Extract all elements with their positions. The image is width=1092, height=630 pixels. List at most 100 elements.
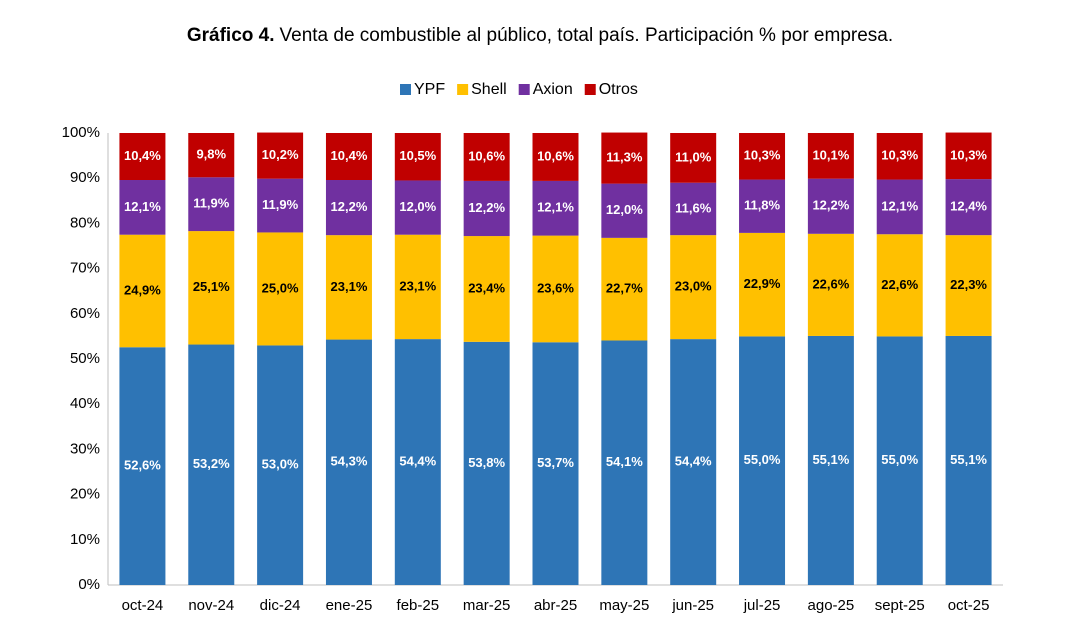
bar-segment [257,232,304,346]
x-tick-label: nov-24 [188,597,234,614]
value-label: 23,6% [537,280,574,295]
value-label: 22,7% [606,281,643,296]
legend-swatch [518,84,530,95]
bar-segment [325,133,372,181]
value-label: 11,9% [262,197,299,212]
bar-segment [876,234,923,337]
bar-segment [876,336,923,585]
x-tick-label: sept-25 [875,597,925,614]
x-tick-label: ene-25 [326,597,373,614]
value-label: 10,4% [124,148,161,163]
value-label: 53,2% [193,456,230,471]
value-label: 53,0% [262,457,299,472]
bar-segment [601,132,648,184]
value-label: 22,3% [950,277,987,292]
bar-segment [119,347,166,585]
bar-segment [601,340,648,585]
bar-segment [119,133,166,181]
chart-title: Gráfico 4. Venta de combustible al públic… [187,25,893,46]
bar-segment [670,182,717,236]
value-label: 22,9% [744,276,781,291]
value-label: 12,2% [812,198,849,213]
bar-segment [463,341,510,585]
value-label: 24,9% [124,282,161,297]
value-label: 12,1% [124,199,161,214]
value-label: 10,4% [331,148,368,163]
value-label: 11,9% [193,196,230,211]
value-label: 10,6% [537,148,574,163]
value-label: 10,3% [950,147,987,162]
legend-label: YPF [414,81,445,98]
value-label: 10,3% [744,148,781,163]
bar-segment [394,180,441,235]
bar-segment [394,234,441,340]
value-label: 54,4% [399,453,436,468]
y-tick-label: 30% [70,440,100,457]
legend-label: Axion [533,81,573,98]
value-label: 23,1% [331,279,368,294]
value-label: 54,3% [331,454,368,469]
bar-segment [532,133,579,181]
legend-label: Shell [471,81,507,98]
x-tick-label: feb-25 [397,597,440,614]
bar-segment [670,339,717,585]
value-label: 10,5% [399,148,436,163]
bar-segment [463,236,510,342]
bar-segment [876,179,923,235]
value-label: 55,1% [812,452,849,467]
value-label: 53,8% [468,455,505,470]
x-tick-label: jun-25 [671,597,714,614]
y-tick-label: 40% [70,395,100,412]
x-tick-label: ago-25 [808,597,855,614]
title-label: Gráfico 4. [187,25,275,46]
value-label: 11,0% [675,149,712,164]
value-label: 55,0% [744,452,781,467]
bar-segment [257,345,304,585]
value-label: 11,8% [744,198,781,213]
value-label: 12,0% [606,202,643,217]
bar-segment [394,339,441,585]
x-tick-label: dic-24 [260,597,301,614]
value-label: 11,3% [606,150,643,165]
y-tick-label: 10% [70,531,100,548]
bar-segment [945,179,992,236]
x-tick-label: may-25 [599,597,649,614]
y-tick-label: 20% [70,486,100,503]
bar-segment [601,183,648,238]
bar-segment [807,233,854,336]
bar-segment [945,235,992,336]
value-label: 25,0% [262,280,299,295]
y-tick-label: 100% [62,124,100,141]
x-tick-label: abr-25 [534,597,577,614]
value-label: 55,1% [950,452,987,467]
value-label: 12,2% [468,200,505,215]
value-label: 9,8% [196,147,226,162]
bar-segment [188,344,235,585]
bar-segment [807,335,854,585]
bar-segment [739,336,786,585]
y-tick-label: 60% [70,305,100,322]
value-label: 22,6% [881,277,918,292]
legend-swatch [584,84,596,95]
value-label: 12,1% [537,200,574,215]
legend-swatch [457,84,469,95]
value-label: 10,3% [881,148,918,163]
bar-segment [739,232,786,337]
bar-segment [325,235,372,340]
bar-segment [739,179,786,233]
y-tick-label: 0% [78,576,100,593]
value-label: 10,2% [262,147,299,162]
value-label: 10,6% [468,148,505,163]
x-tick-label: mar-25 [463,597,511,614]
bar-segment [532,342,579,585]
bar-segment [532,180,579,236]
bar-segment [601,237,648,341]
bar-segment [739,133,786,180]
bar-segment [945,335,992,585]
value-label: 23,4% [468,280,505,295]
bar-segment [532,235,579,343]
value-label: 12,0% [399,199,436,214]
value-label: 23,1% [399,278,436,293]
value-label: 54,4% [675,453,712,468]
